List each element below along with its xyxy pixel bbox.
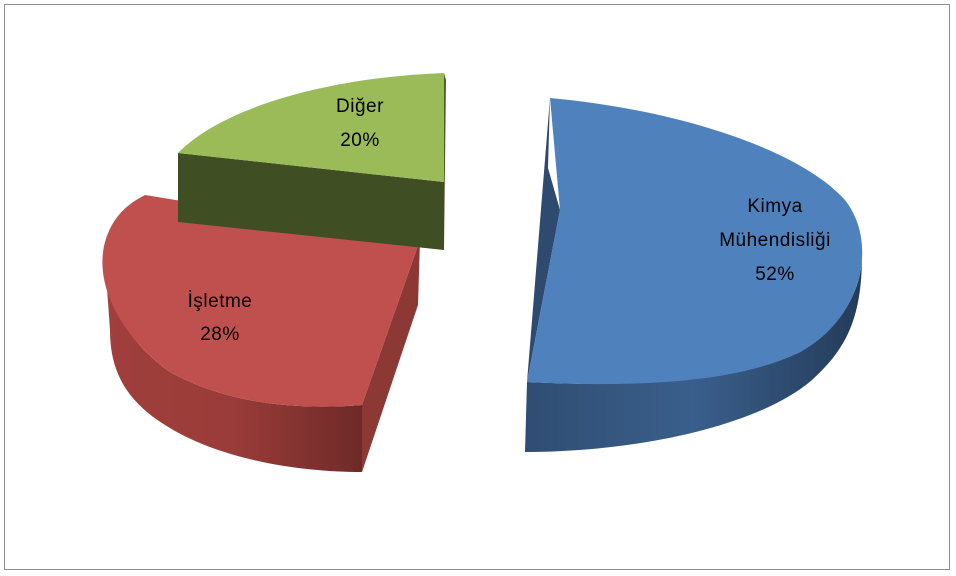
label-name-diger: Diğer [336, 96, 384, 117]
slice-diger[interactable] [178, 73, 446, 250]
label-name-isletme: İşletme [188, 291, 253, 312]
label-name-kimya-line2: Mühendisliği [719, 230, 831, 251]
slice-end-wall [444, 73, 446, 250]
slice-side [178, 153, 444, 250]
slice-side [104, 246, 362, 472]
label-name-kimya-line1: Kimya [747, 196, 802, 217]
slice-end-wall [362, 240, 420, 472]
slice-top [102, 195, 420, 407]
slice-side [525, 255, 862, 452]
slice-top [527, 98, 863, 385]
slice-kimya-muhendisligi[interactable] [525, 98, 863, 452]
label-value-diger: 20% [340, 130, 380, 151]
slice-isletme[interactable] [102, 195, 420, 472]
slice-top [178, 73, 444, 182]
label-value-kimya: 52% [755, 264, 795, 285]
label-value-isletme: 28% [200, 324, 240, 345]
slice-inner-wall [527, 98, 560, 382]
